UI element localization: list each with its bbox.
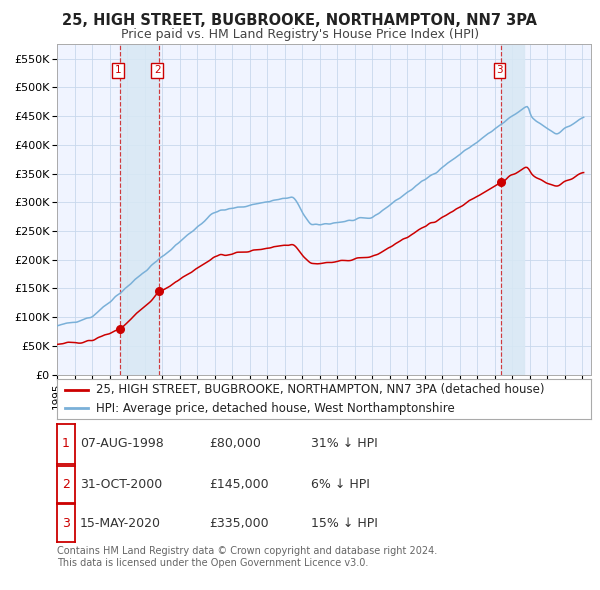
- Text: 3: 3: [496, 65, 503, 75]
- Text: 25, HIGH STREET, BUGBROOKE, NORTHAMPTON, NN7 3PA (detached house): 25, HIGH STREET, BUGBROOKE, NORTHAMPTON,…: [96, 383, 544, 396]
- Text: £80,000: £80,000: [209, 437, 260, 450]
- Text: 07-AUG-1998: 07-AUG-1998: [80, 437, 164, 450]
- Bar: [501, 44, 524, 375]
- Text: 15-MAY-2020: 15-MAY-2020: [80, 516, 161, 530]
- Text: 25, HIGH STREET, BUGBROOKE, NORTHAMPTON, NN7 3PA: 25, HIGH STREET, BUGBROOKE, NORTHAMPTON,…: [62, 13, 538, 28]
- Text: 31-OCT-2000: 31-OCT-2000: [80, 477, 162, 491]
- Text: £335,000: £335,000: [209, 516, 268, 530]
- Text: 15% ↓ HPI: 15% ↓ HPI: [311, 516, 377, 530]
- Text: 2: 2: [154, 65, 161, 75]
- Text: 3: 3: [62, 516, 70, 530]
- Text: 2: 2: [62, 477, 70, 491]
- Bar: [120, 44, 159, 375]
- Text: £145,000: £145,000: [209, 477, 268, 491]
- Text: 6% ↓ HPI: 6% ↓ HPI: [311, 477, 370, 491]
- Text: 1: 1: [115, 65, 122, 75]
- Text: 1: 1: [62, 437, 70, 450]
- Text: Contains HM Land Registry data © Crown copyright and database right 2024.
This d: Contains HM Land Registry data © Crown c…: [57, 546, 437, 568]
- Text: Price paid vs. HM Land Registry's House Price Index (HPI): Price paid vs. HM Land Registry's House …: [121, 28, 479, 41]
- Text: 31% ↓ HPI: 31% ↓ HPI: [311, 437, 377, 450]
- Text: HPI: Average price, detached house, West Northamptonshire: HPI: Average price, detached house, West…: [96, 402, 455, 415]
